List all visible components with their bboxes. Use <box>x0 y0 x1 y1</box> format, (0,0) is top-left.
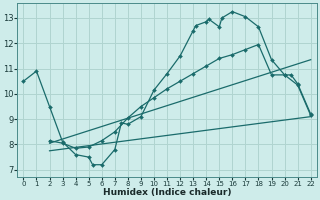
X-axis label: Humidex (Indice chaleur): Humidex (Indice chaleur) <box>103 188 231 197</box>
